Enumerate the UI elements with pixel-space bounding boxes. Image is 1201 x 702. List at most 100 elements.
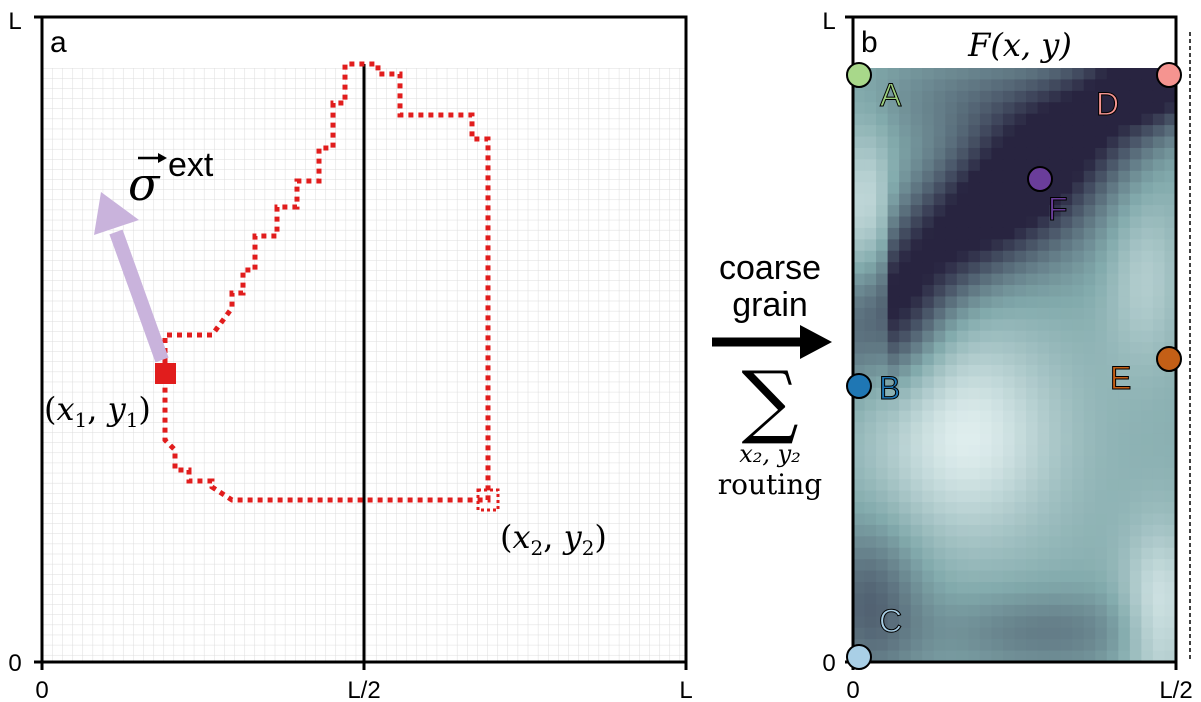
heatmap-cell (864, 273, 877, 286)
heatmap-cell (956, 125, 969, 138)
heatmap-cell (1164, 490, 1177, 503)
heatmap-cell (1141, 536, 1154, 549)
heatmap-cell (991, 90, 1004, 103)
heatmap-cell (1049, 422, 1062, 435)
heatmap-cell (1037, 90, 1050, 103)
heatmap-cell (864, 319, 877, 332)
heatmap-cell (968, 79, 981, 92)
heatmap-cell (899, 319, 912, 332)
heatmap-cell (1129, 365, 1142, 378)
heatmap-cell (1072, 216, 1085, 229)
heatmap-cell (1002, 330, 1016, 343)
heatmap-cell (945, 296, 958, 309)
heatmap-cell (887, 387, 900, 400)
heatmap-cell (933, 102, 946, 115)
heatmap-cell (1118, 593, 1131, 606)
heatmap-cell (1014, 376, 1027, 389)
heatmap-cell (933, 273, 946, 286)
heatmap-cell (945, 467, 958, 480)
sum-subscript: x₂, y₂ (739, 440, 801, 468)
heatmap-cell (956, 250, 969, 263)
heatmap-cell (876, 639, 889, 652)
heatmap-cell (876, 193, 889, 206)
heatmap-cell (991, 227, 1004, 240)
heatmap-cell (1129, 239, 1142, 252)
heatmap-cell (1060, 182, 1073, 195)
heatmap-cell (1141, 262, 1154, 275)
heatmap-cell (876, 273, 889, 286)
heatmap-cell (968, 227, 981, 240)
heatmap-cell (945, 479, 958, 492)
heatmap-cell (1072, 376, 1085, 389)
heatmap-cell (876, 182, 889, 195)
heatmap-cell (1060, 444, 1073, 457)
heatmap-cell (968, 285, 981, 298)
heatmap-cell (876, 604, 889, 617)
heatmap-cell (1118, 502, 1131, 515)
heatmap-cell (1141, 182, 1154, 195)
heatmap-cell (1106, 113, 1119, 126)
heatmap-cell (956, 239, 969, 252)
heatmap-cell (922, 650, 935, 663)
heatmap-cell (1037, 239, 1050, 252)
heatmap-cell (1072, 262, 1085, 275)
heatmap-cell (1014, 536, 1027, 549)
heatmap-cell (1002, 227, 1016, 240)
heatmap-cell (1072, 205, 1085, 218)
heatmap-cell (945, 90, 958, 103)
heatmap-cell (1060, 273, 1073, 286)
heatmap-cell (1060, 227, 1073, 240)
heatmap-cell (1152, 113, 1166, 126)
heatmap-cell (945, 433, 958, 446)
heatmap-cell (1014, 90, 1027, 103)
heatmap-cell (1037, 193, 1050, 206)
heatmap-cell (864, 582, 877, 595)
heatmap-cell (933, 502, 946, 515)
heatmap-cell (1106, 604, 1119, 617)
heatmap-cell (1118, 467, 1131, 480)
heatmap-cell (945, 79, 958, 92)
heatmap-cell (1118, 627, 1131, 640)
heatmap-cell (1106, 147, 1119, 160)
heatmap-cell (945, 627, 958, 640)
heatmap-cell (956, 79, 969, 92)
heatmap-cell (1060, 627, 1073, 640)
heatmap-cell (1164, 547, 1177, 560)
heatmap-cell (1049, 79, 1062, 92)
heatmap-cell (1026, 330, 1039, 343)
heatmap-cell (1049, 444, 1062, 457)
heatmap-cell (1037, 593, 1050, 606)
heatmap-cell (1026, 136, 1039, 149)
heatmap-cell (910, 559, 923, 572)
heatmap-cell (979, 296, 993, 309)
heatmap-cell (853, 113, 866, 126)
heatmap-cell (1164, 125, 1177, 138)
heatmap-cell (979, 410, 993, 423)
heatmap-cell (1095, 536, 1108, 549)
heatmap-cell (1083, 147, 1096, 160)
heatmap-cell (864, 102, 877, 115)
heatmap-cell (991, 193, 1004, 206)
heatmap-cell (864, 125, 877, 138)
heatmap-cell (1095, 353, 1108, 366)
heatmap-cell (1141, 159, 1154, 172)
heatmap-cell (945, 273, 958, 286)
heatmap-cell (1037, 502, 1050, 515)
panel-a-xtick-label-L: L (679, 677, 692, 702)
heatmap-cell (1129, 273, 1142, 286)
heatmap-cell (1095, 479, 1108, 492)
heatmap-cell (956, 262, 969, 275)
heatmap-cell (853, 285, 866, 298)
heatmap-cell (1106, 90, 1119, 103)
heatmap-cell (979, 102, 993, 115)
heatmap-cell (1095, 387, 1108, 400)
heatmap-cell (1072, 136, 1085, 149)
heatmap-cell (1118, 227, 1131, 240)
heatmap-cell (1026, 262, 1039, 275)
heatmap-cell (1060, 79, 1073, 92)
heatmap-cell (853, 559, 866, 572)
heatmap-cell (1002, 444, 1016, 457)
heatmap-cell (887, 193, 900, 206)
heatmap-cell (1129, 90, 1142, 103)
